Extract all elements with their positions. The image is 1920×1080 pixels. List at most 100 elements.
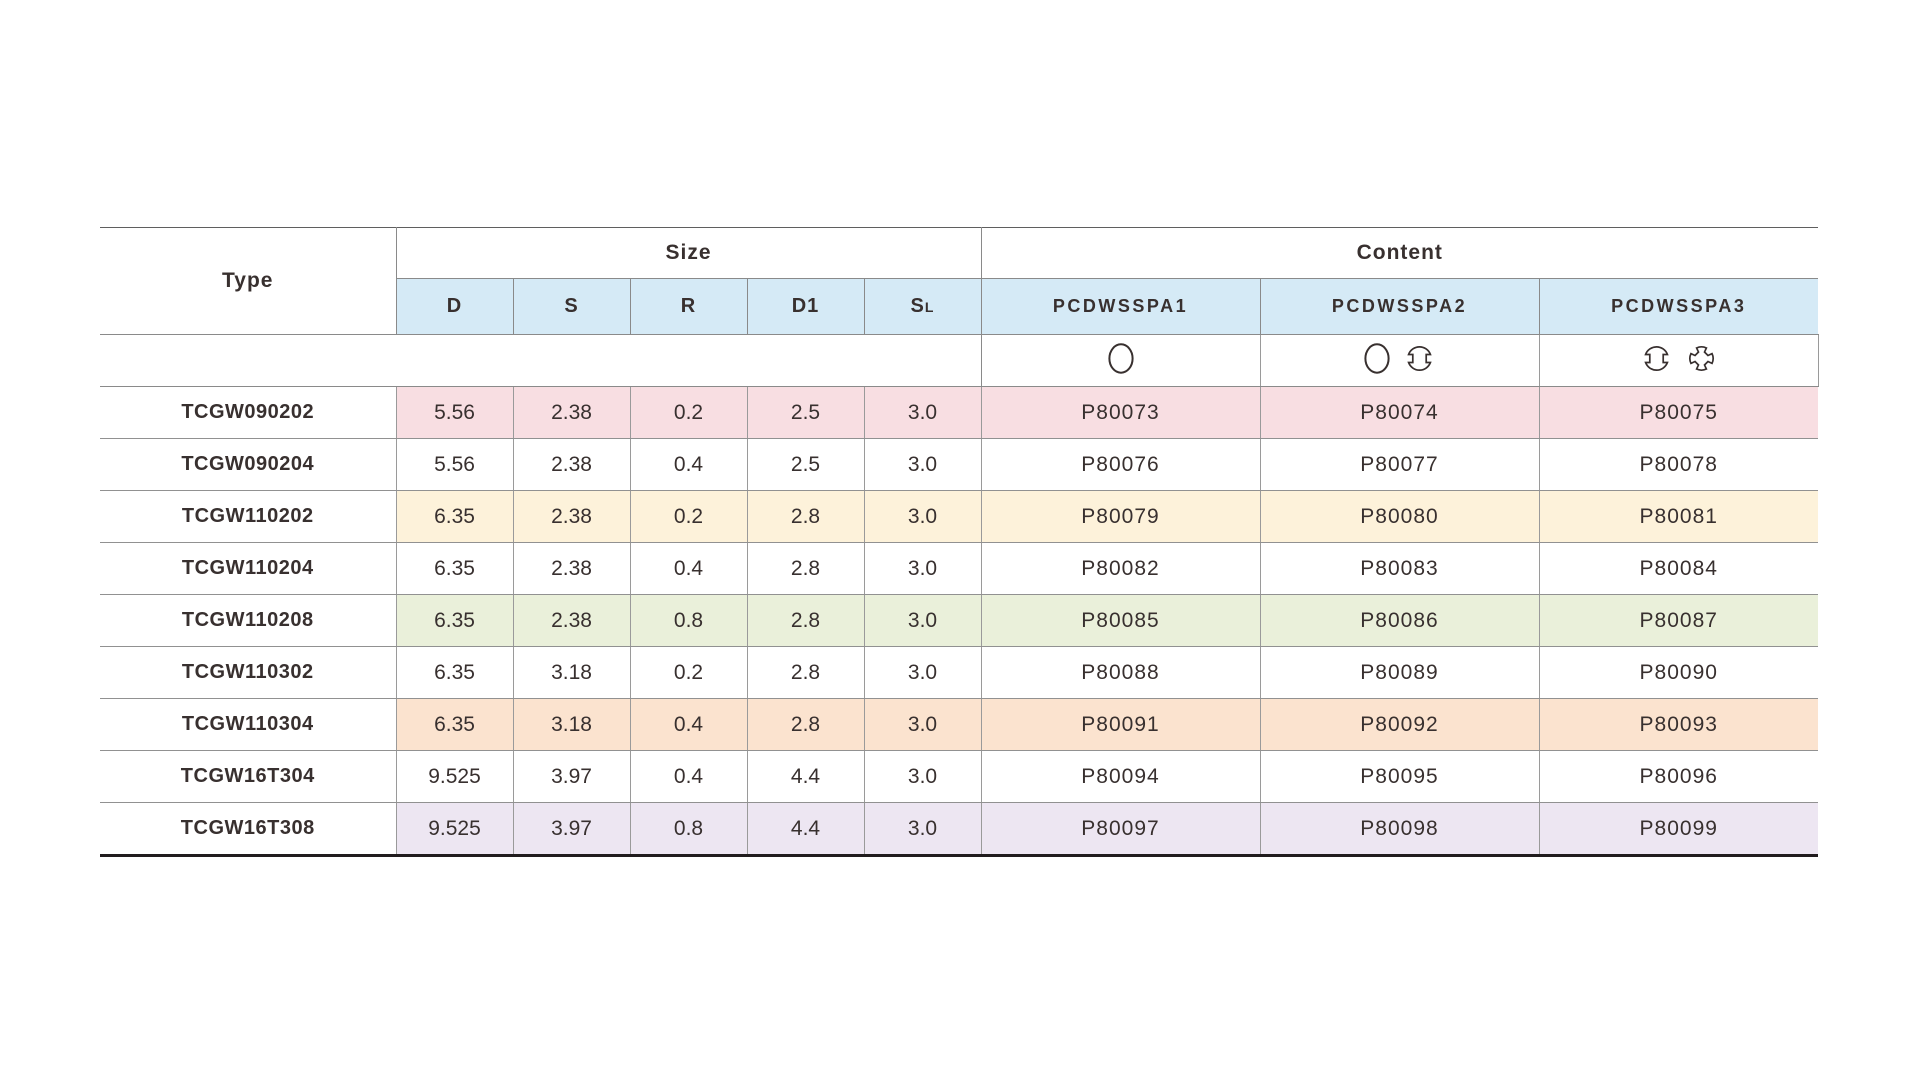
pcdwsspa3-part-number: P80081 bbox=[1539, 490, 1819, 543]
sl-value: 3.0 bbox=[864, 542, 982, 595]
pcdwsspa1-part-number: P80085 bbox=[981, 594, 1261, 647]
pcdwsspa2-shape-icons bbox=[1260, 334, 1540, 387]
icon-group bbox=[1107, 342, 1134, 374]
circle-2-notch-icon bbox=[1407, 345, 1432, 371]
header-group-row: Type Size Content bbox=[100, 227, 1819, 335]
d-value: 9.525 bbox=[396, 802, 514, 857]
table-row: TCGW110304 6.35 3.18 0.4 2.8 3.0 P80091 … bbox=[100, 698, 1819, 751]
content-group-header: Content bbox=[981, 227, 1819, 279]
pcdwsspa2-part-number: P80080 bbox=[1260, 490, 1540, 543]
type-value: TCGW110302 bbox=[100, 646, 397, 699]
s-value: 3.97 bbox=[513, 802, 631, 857]
circle-icon bbox=[1107, 342, 1134, 374]
s-value: 2.38 bbox=[513, 490, 631, 543]
type-value: TCGW110202 bbox=[100, 490, 397, 543]
col-header-pcdwsspa3: PCDWSSPA3 bbox=[1539, 278, 1819, 335]
s-value: 2.38 bbox=[513, 594, 631, 647]
s-value: 3.18 bbox=[513, 698, 631, 751]
d1-value: 2.5 bbox=[747, 386, 865, 439]
s-value: 2.38 bbox=[513, 386, 631, 439]
pcdwsspa1-part-number: P80082 bbox=[981, 542, 1261, 595]
d1-value: 4.4 bbox=[747, 802, 865, 857]
pcdwsspa1-shape-icons bbox=[981, 334, 1261, 387]
pcdwsspa1-part-number: P80073 bbox=[981, 386, 1261, 439]
r-value: 0.8 bbox=[630, 594, 748, 647]
d1-value: 2.8 bbox=[747, 698, 865, 751]
r-value: 0.8 bbox=[630, 802, 748, 857]
table-row: TCGW110208 6.35 2.38 0.8 2.8 3.0 P80085 … bbox=[100, 594, 1819, 647]
pcdwsspa2-part-number: P80089 bbox=[1260, 646, 1540, 699]
d-value: 6.35 bbox=[396, 594, 514, 647]
pcdwsspa1-part-number: P80094 bbox=[981, 750, 1261, 803]
pcdwsspa3-part-number: P80075 bbox=[1539, 386, 1819, 439]
table-row: TCGW16T308 9.525 3.97 0.8 4.4 3.0 P80097… bbox=[100, 802, 1819, 857]
table-body: TCGW090202 5.56 2.38 0.2 2.5 3.0 P80073 … bbox=[100, 334, 1819, 857]
insert-shape-icons-row bbox=[100, 334, 1819, 387]
d1-value: 2.8 bbox=[747, 490, 865, 543]
d-value: 5.56 bbox=[396, 438, 514, 491]
pcdwsspa1-part-number: P80091 bbox=[981, 698, 1261, 751]
type-value: TCGW110208 bbox=[100, 594, 397, 647]
type-value: TCGW16T308 bbox=[100, 802, 397, 857]
s-value: 2.38 bbox=[513, 438, 631, 491]
r-value: 0.2 bbox=[630, 386, 748, 439]
table-row: TCGW16T304 9.525 3.97 0.4 4.4 3.0 P80094… bbox=[100, 750, 1819, 803]
type-value: TCGW090204 bbox=[100, 438, 397, 491]
r-value: 0.4 bbox=[630, 438, 748, 491]
pcdwsspa1-part-number: P80097 bbox=[981, 802, 1261, 857]
d-value: 9.525 bbox=[396, 750, 514, 803]
pcdwsspa2-part-number: P80083 bbox=[1260, 542, 1540, 595]
d1-value: 2.8 bbox=[747, 646, 865, 699]
type-value: TCGW110204 bbox=[100, 542, 397, 595]
sl-subscript: L bbox=[924, 299, 935, 315]
pcdwsspa3-part-number: P80093 bbox=[1539, 698, 1819, 751]
sl-value: 3.0 bbox=[864, 438, 982, 491]
pcdwsspa3-part-number: P80096 bbox=[1539, 750, 1819, 803]
size-group-header: Size bbox=[396, 227, 982, 279]
sl-value: 3.0 bbox=[864, 698, 982, 751]
col-header-r: R bbox=[630, 278, 748, 335]
pcdwsspa3-part-number: P80087 bbox=[1539, 594, 1819, 647]
d-value: 6.35 bbox=[396, 646, 514, 699]
r-value: 0.4 bbox=[630, 698, 748, 751]
s-value: 3.97 bbox=[513, 750, 631, 803]
s-value: 2.38 bbox=[513, 542, 631, 595]
type-value: TCGW090202 bbox=[100, 386, 397, 439]
col-header-pcdwsspa2: PCDWSSPA2 bbox=[1260, 278, 1540, 335]
pcdwsspa1-part-number: P80076 bbox=[981, 438, 1261, 491]
pcdwsspa3-part-number: P80084 bbox=[1539, 542, 1819, 595]
sl-value: 3.0 bbox=[864, 802, 982, 857]
r-value: 0.4 bbox=[630, 750, 748, 803]
pcdwsspa3-shape-icons bbox=[1539, 334, 1819, 387]
sl-main: S bbox=[910, 295, 925, 317]
col-header-s: S bbox=[513, 278, 631, 335]
icon-group bbox=[1641, 343, 1717, 374]
table-row: TCGW090202 5.56 2.38 0.2 2.5 3.0 P80073 … bbox=[100, 386, 1819, 439]
spec-table: Type Size Content D S R D1 SL PCDWSSPA1 … bbox=[100, 227, 1819, 857]
circle-4-notch-icon bbox=[1688, 345, 1714, 371]
r-value: 0.2 bbox=[630, 490, 748, 543]
type-value: TCGW110304 bbox=[100, 698, 397, 751]
s-value: 3.18 bbox=[513, 646, 631, 699]
table-row: TCGW110202 6.35 2.38 0.2 2.8 3.0 P80079 … bbox=[100, 490, 1819, 543]
pcdwsspa2-part-number: P80074 bbox=[1260, 386, 1540, 439]
table-row: TCGW110302 6.35 3.18 0.2 2.8 3.0 P80088 … bbox=[100, 646, 1819, 699]
col-header-d1: D1 bbox=[747, 278, 865, 335]
col-header-d: D bbox=[396, 278, 514, 335]
pcdwsspa3-part-number: P80099 bbox=[1539, 802, 1819, 857]
d-value: 5.56 bbox=[396, 386, 514, 439]
circle-2-notch-icon bbox=[1644, 345, 1668, 371]
sl-value: 3.0 bbox=[864, 646, 982, 699]
d1-value: 2.8 bbox=[747, 542, 865, 595]
d1-value: 2.8 bbox=[747, 594, 865, 647]
header-sub-row: D S R D1 SL PCDWSSPA1 PCDWSSPA2 PCDWSSPA… bbox=[100, 278, 1819, 335]
table-row: TCGW110204 6.35 2.38 0.4 2.8 3.0 P80082 … bbox=[100, 542, 1819, 595]
icons-row-spacer bbox=[100, 334, 982, 387]
pcdwsspa2-part-number: P80086 bbox=[1260, 594, 1540, 647]
pcdwsspa3-part-number: P80078 bbox=[1539, 438, 1819, 491]
col-header-sl: SL bbox=[864, 278, 982, 335]
d1-value: 2.5 bbox=[747, 438, 865, 491]
sl-value: 3.0 bbox=[864, 594, 982, 647]
pcdwsspa3-part-number: P80090 bbox=[1539, 646, 1819, 699]
